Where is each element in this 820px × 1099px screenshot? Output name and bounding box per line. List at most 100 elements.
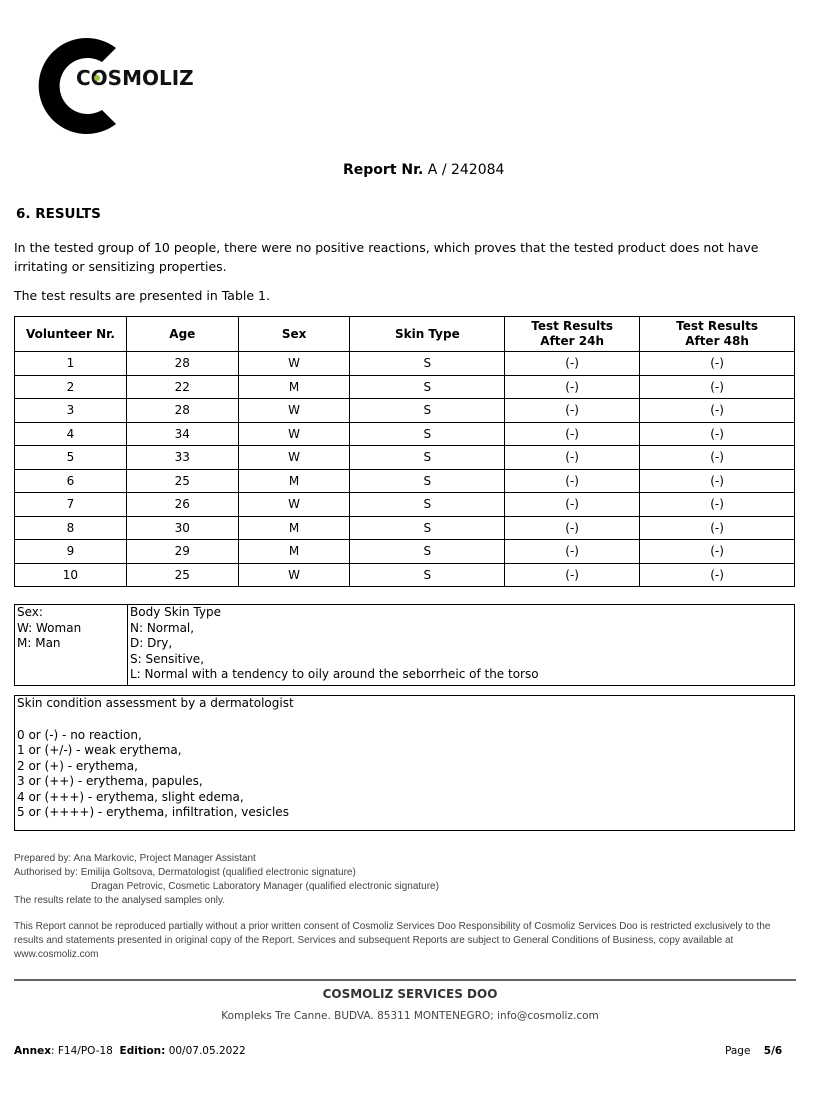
skin-type-legend: Body Skin Type N: Normal, D: Dry, S: Sensit… <box>128 605 539 685</box>
table-row: 7 26 W S (-) (-) <box>14 492 795 517</box>
table-cell: M <box>237 539 351 564</box>
table-row: 9 29 M S (-) (-) <box>14 539 795 564</box>
table-cell: (-) <box>639 421 795 446</box>
footer-divider <box>14 979 796 981</box>
results-table: Volunteer Nr. Age Sex Skin Type Test Results… <box>14 316 795 587</box>
cosmoliz-logo: COSMOLIZ <box>38 38 194 134</box>
table-cell: W <box>237 562 351 587</box>
page-label: Page <box>725 1045 751 1057</box>
assessment-item: 2 or (+) - erythema, <box>17 758 138 773</box>
table-cell: (-) <box>639 351 795 376</box>
authorised-by: Authorised by: Emilija Goltsova, Dermato… <box>14 867 356 878</box>
annex-label: Annex <box>14 1045 51 1057</box>
table-cell: 28 <box>125 351 239 376</box>
table-cell: 3 <box>14 398 127 423</box>
table-cell: 4 <box>14 421 127 446</box>
table-cell: (-) <box>504 398 641 423</box>
skin-legend-line: N: Normal, <box>130 620 195 635</box>
company-address: Kompleks Tre Canne. BUDVA. 85311 MONTENE… <box>221 1010 599 1022</box>
table-cell: (-) <box>504 421 641 446</box>
table-cell: S <box>349 539 506 564</box>
table-cell: S <box>349 562 506 587</box>
annex-info: Annex: F14/PO-18 Edition: 00/07.05.2022 <box>14 1045 246 1057</box>
table-row: 5 33 W S (-) (-) <box>14 445 795 470</box>
assessment-item: 3 or (++) - erythema, papules, <box>17 774 203 788</box>
authorised-by-2: Dragan Petrovic, Cosmetic Laboratory Man… <box>91 881 439 892</box>
table-cell: S <box>349 398 506 423</box>
table-row: 3 28 W S (-) (-) <box>14 398 795 423</box>
table-cell: S <box>349 421 506 446</box>
table-cell: W <box>237 351 351 376</box>
table-cell: (-) <box>504 445 641 470</box>
table-cell: (-) <box>639 468 795 493</box>
assessment-item: 5 or (++++) - erythema, infiltration, ve… <box>17 805 289 819</box>
table-cell: 5 <box>14 445 127 470</box>
sex-legend-line: Sex: <box>17 605 43 619</box>
table-cell: 9 <box>14 539 127 564</box>
table-cell: W <box>237 492 351 517</box>
table-cell: S <box>349 468 506 493</box>
table-cell: (-) <box>639 445 795 470</box>
table-cell: 29 <box>125 539 239 564</box>
table-cell: 26 <box>125 492 239 517</box>
table-cell: S <box>349 374 506 399</box>
table-header-row: Volunteer Nr. Age Sex Skin Type Test Results… <box>14 316 795 352</box>
results-note: The results relate to the analysed sampl… <box>14 895 226 906</box>
column-header: Skin Type <box>349 316 506 352</box>
assessment-item: 1 or (+/-) - weak erythema, <box>17 743 182 757</box>
table-cell: S <box>349 492 506 517</box>
table-cell: M <box>237 468 351 493</box>
column-header: Sex <box>237 316 351 352</box>
table-cell: S <box>349 351 506 376</box>
table-row: 6 25 M S (-) (-) <box>14 468 795 493</box>
table-cell: 30 <box>125 515 239 540</box>
table-cell: (-) <box>504 515 641 540</box>
legend-box: Sex: W: Woman M: Man Body Skin Type N: Norm… <box>14 604 795 686</box>
edition-label: Edition: <box>119 1045 166 1057</box>
page-value: 5/6 <box>763 1045 783 1057</box>
skin-legend-line: Body Skin Type <box>130 605 221 619</box>
table-cell: (-) <box>639 562 795 587</box>
table-cell: 6 <box>14 468 127 493</box>
annex-value: F14/PO-18 <box>57 1045 113 1057</box>
prepared-by: Prepared by: Ana Markovic, Project Manag… <box>14 853 256 864</box>
sex-legend: Sex: W: Woman M: Man <box>15 605 128 685</box>
report-label: Report Nr. <box>343 162 424 178</box>
column-header: Test Results After 24h <box>504 316 641 352</box>
skin-legend-line: L: Normal with a tendency to oily around… <box>130 667 539 681</box>
table-cell: (-) <box>639 374 795 399</box>
sex-legend-line: W: Woman <box>17 620 82 635</box>
skin-legend-line: S: Sensitive, <box>130 651 205 666</box>
table-cell: (-) <box>639 539 795 564</box>
section-title: 6. RESULTS <box>16 206 101 222</box>
table-cell: (-) <box>639 398 795 423</box>
skin-legend-line: D: Dry, <box>130 636 173 650</box>
table-cell: 25 <box>125 468 239 493</box>
column-header: Volunteer Nr. <box>14 316 127 352</box>
table-cell: 1 <box>14 351 127 376</box>
table-cell: 34 <box>125 421 239 446</box>
table-cell: (-) <box>504 562 641 587</box>
table-cell: W <box>237 398 351 423</box>
table-cell: 7 <box>14 492 127 517</box>
company-name: COSMOLIZ SERVICES DOO <box>322 987 498 1001</box>
signatures: Prepared by: Ana Markovic, Project Manag… <box>14 852 804 908</box>
table-cell: 28 <box>125 398 239 423</box>
table-cell: (-) <box>504 351 641 376</box>
table-intro: The test results are presented in Table … <box>14 288 270 303</box>
column-header: Age <box>125 316 239 352</box>
table-cell: 22 <box>125 374 239 399</box>
table-cell: S <box>349 515 506 540</box>
report-value: A / 242084 <box>427 162 505 178</box>
table-cell: (-) <box>639 515 795 540</box>
table-row: 1 28 W S (-) (-) <box>14 351 795 376</box>
table-cell: 25 <box>125 562 239 587</box>
disclaimer: This Report cannot be reproduced partial… <box>14 921 771 960</box>
column-header: Test Results After 48h <box>639 316 795 352</box>
table-cell: W <box>237 421 351 446</box>
page-number: Page 5/6 <box>725 1045 782 1057</box>
assessment-box: Skin condition assessment by a dermatolo… <box>14 695 795 831</box>
table-cell: M <box>237 374 351 399</box>
table-cell: 8 <box>14 515 127 540</box>
